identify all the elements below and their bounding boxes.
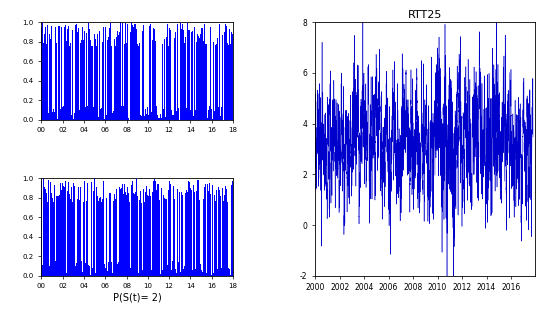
X-axis label: P(S(t)= 2): P(S(t)= 2) xyxy=(113,292,162,302)
Title: RTT25: RTT25 xyxy=(408,10,443,20)
